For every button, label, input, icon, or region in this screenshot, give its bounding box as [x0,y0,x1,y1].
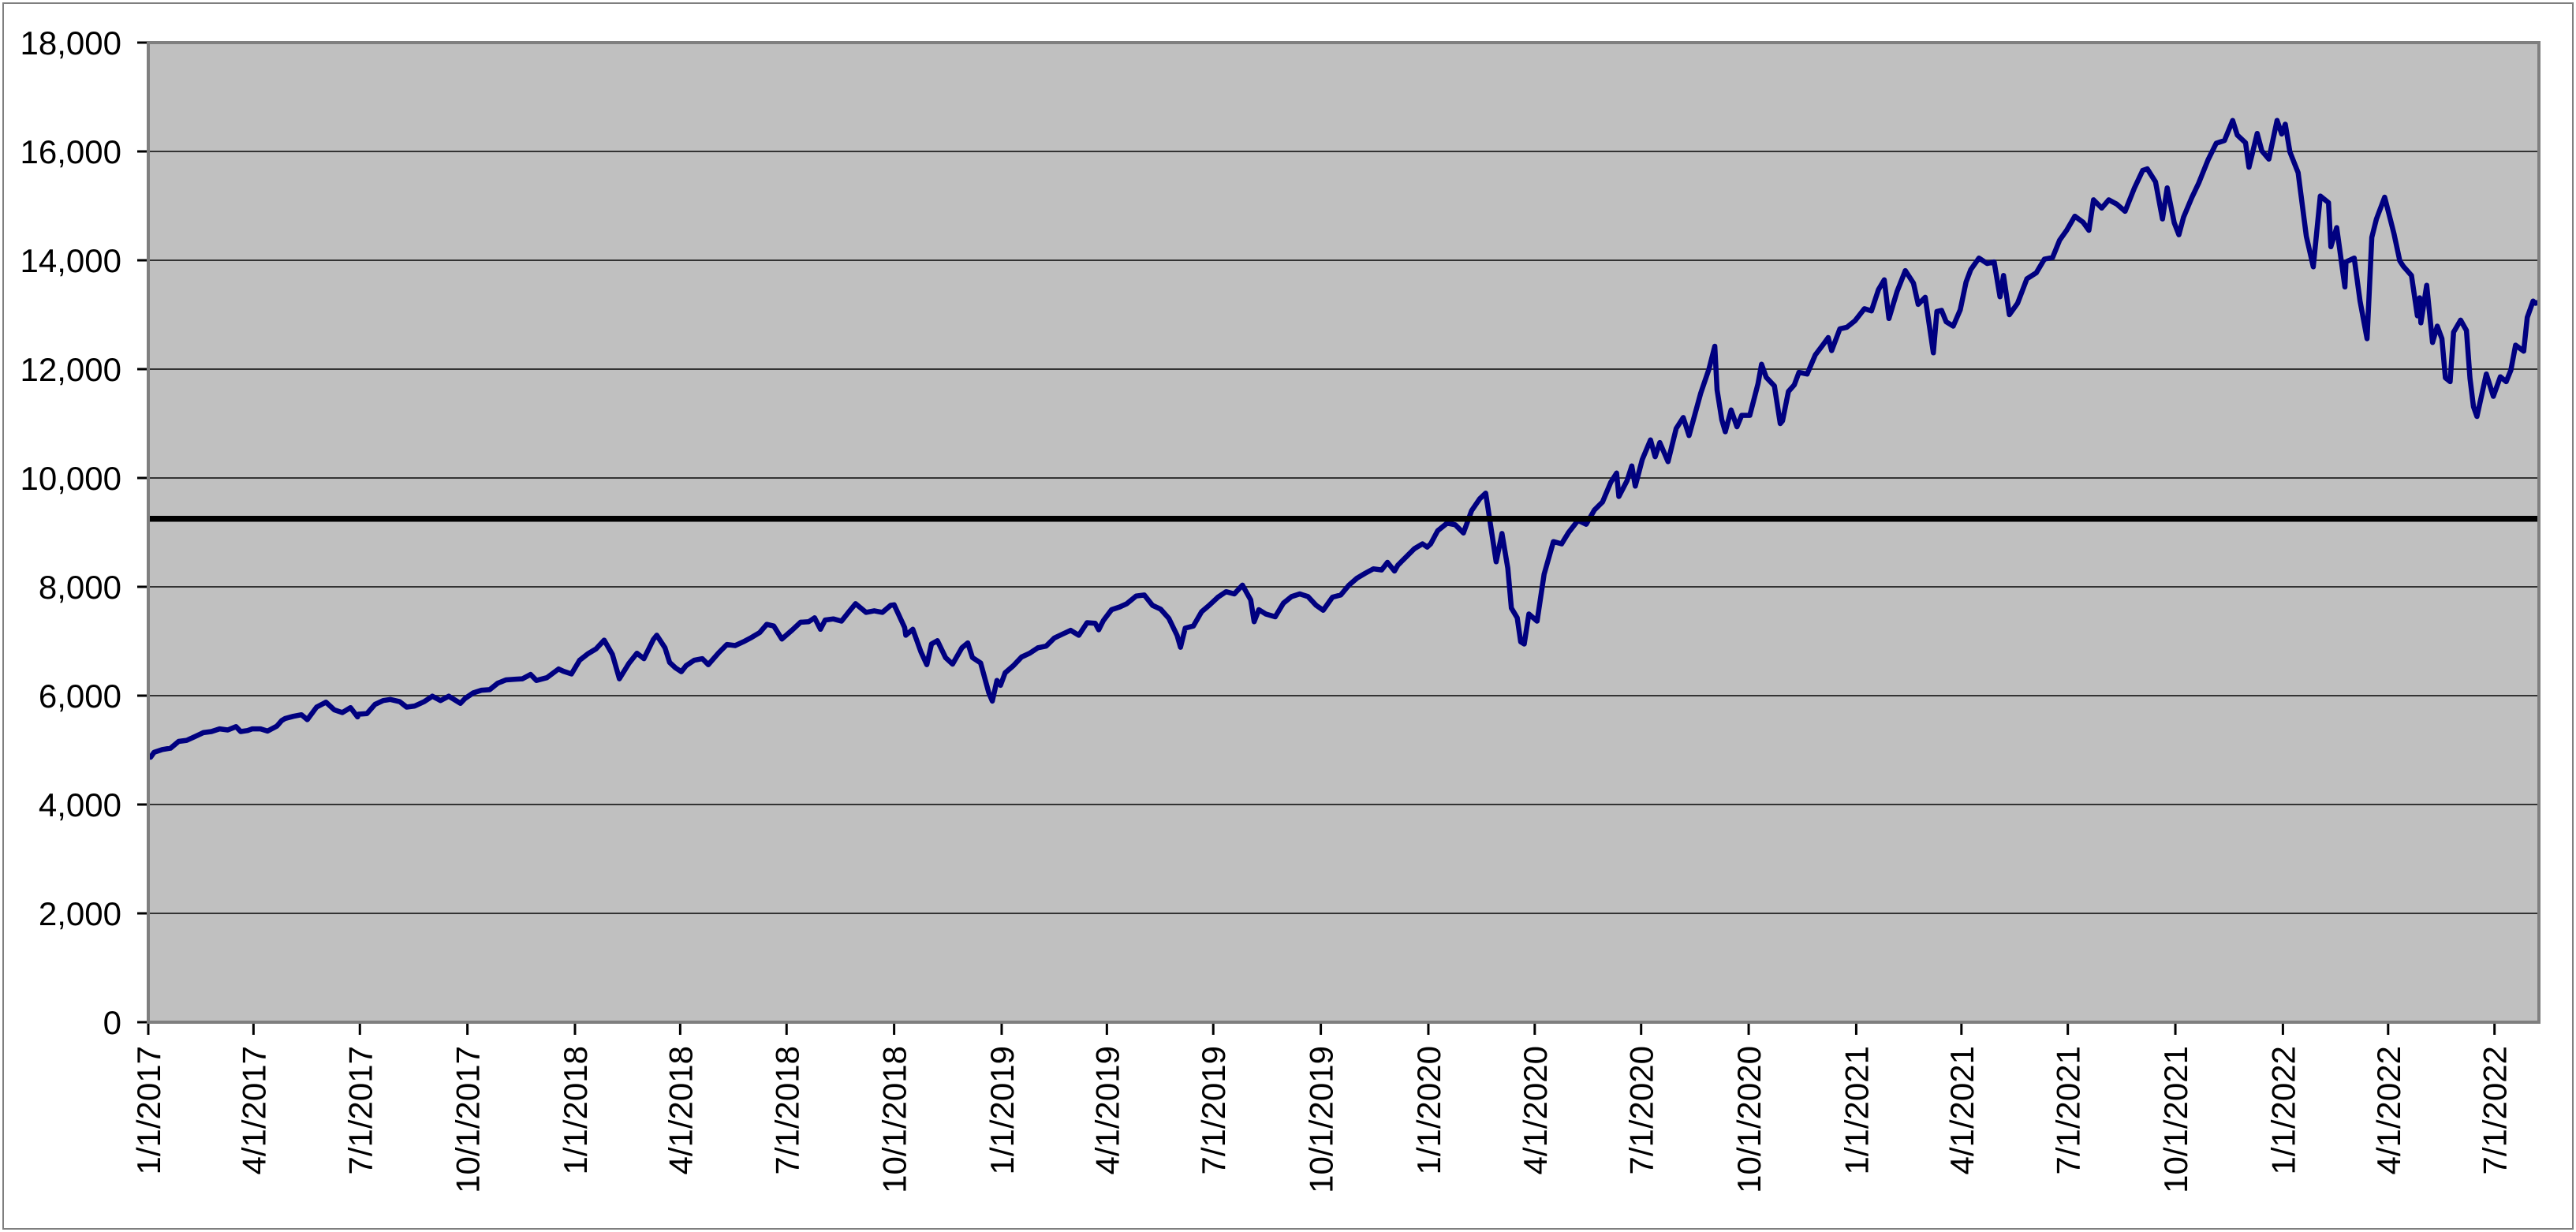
plot-border [147,41,2541,1024]
y-axis-label: 18,000 [21,24,121,62]
x-axis-label: 1/1/2019 [984,1046,1021,1175]
x-axis-label: 7/1/2017 [342,1046,379,1175]
plot-area [148,43,2539,1022]
x-axis-label: 4/1/2021 [1943,1046,1981,1175]
x-axis-label: 7/1/2020 [1623,1046,1660,1175]
x-axis-label: 7/1/2018 [768,1046,805,1175]
y-axis-label: 8,000 [39,569,121,606]
x-axis-label: 1/1/2021 [1838,1046,1875,1175]
y-axis-label: 4,000 [39,786,121,823]
y-axis-label: 16,000 [21,133,121,170]
x-axis-label: 4/1/2020 [1517,1046,1554,1175]
y-axis-label: 2,000 [39,895,121,932]
y-axis-label: 14,000 [21,242,121,279]
x-axis-label: 1/1/2022 [2264,1046,2302,1175]
x-axis-label: 10/1/2020 [1730,1046,1768,1193]
y-axis-label: 0 [103,1004,121,1041]
x-axis-label: 10/1/2017 [450,1046,487,1193]
x-axis-label: 10/1/2019 [1303,1046,1340,1193]
x-axis-label: 4/1/2018 [662,1046,699,1175]
x-axis-label: 4/1/2019 [1088,1046,1126,1175]
y-axis-label: 12,000 [21,351,121,388]
x-axis-label: 1/1/2020 [1410,1046,1447,1175]
y-axis-label: 6,000 [39,678,121,715]
x-axis-label: 4/1/2022 [2370,1046,2407,1175]
x-axis-label: 7/1/2022 [2477,1046,2514,1175]
x-axis-label: 1/1/2018 [557,1046,594,1175]
x-axis-label: 7/1/2019 [1195,1046,1232,1175]
y-axis-label: 10,000 [21,460,121,497]
x-axis-label: 4/1/2017 [235,1046,272,1175]
x-axis-label: 10/1/2021 [2157,1046,2194,1193]
x-axis-label: 1/1/2017 [130,1046,167,1175]
x-axis-label: 10/1/2018 [876,1046,913,1193]
price-line [148,118,2539,760]
x-axis-label: 7/1/2021 [2050,1046,2087,1175]
